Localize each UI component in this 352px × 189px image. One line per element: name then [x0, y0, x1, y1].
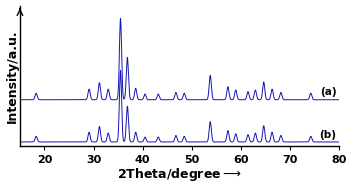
- X-axis label: 2Theta/degree$\longrightarrow$: 2Theta/degree$\longrightarrow$: [117, 167, 242, 184]
- Y-axis label: Intensity/a.u.: Intensity/a.u.: [6, 29, 19, 123]
- Text: (a): (a): [320, 87, 336, 97]
- Text: (b): (b): [319, 130, 336, 140]
